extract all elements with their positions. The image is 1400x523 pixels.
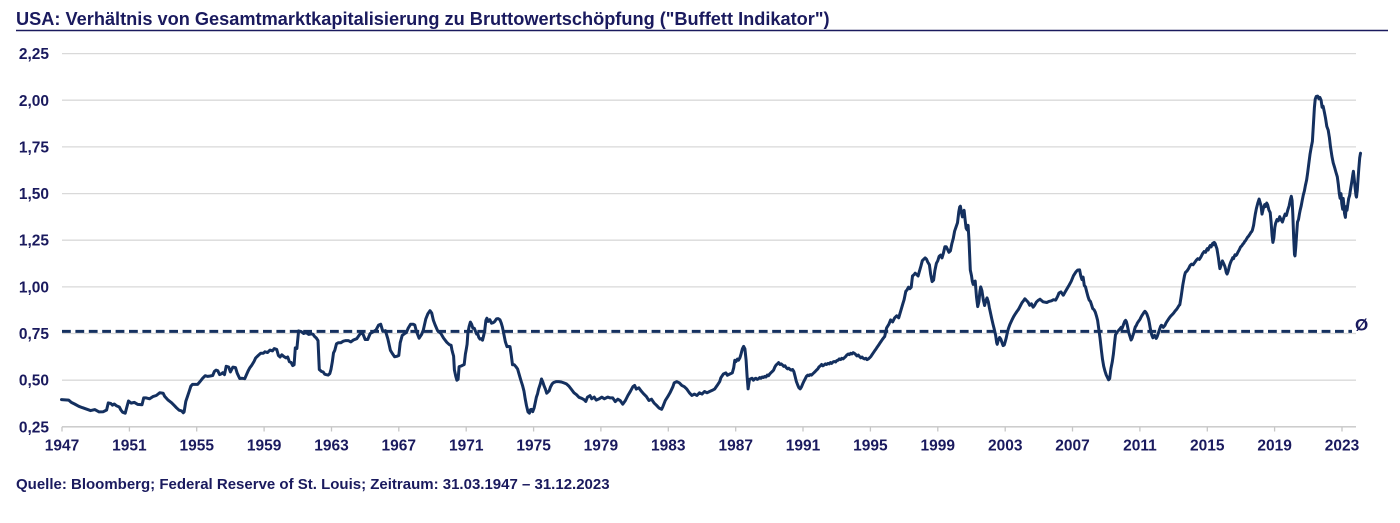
svg-text:Quelle: Bloomberg; Federal Res: Quelle: Bloomberg; Federal Reserve of St… — [16, 476, 610, 493]
svg-text:2,00: 2,00 — [19, 93, 49, 110]
svg-text:1,75: 1,75 — [19, 139, 50, 156]
svg-text:1955: 1955 — [179, 438, 214, 455]
svg-text:1963: 1963 — [314, 438, 349, 455]
svg-text:0,75: 0,75 — [19, 326, 50, 343]
svg-text:1999: 1999 — [921, 438, 956, 455]
svg-text:1987: 1987 — [718, 438, 752, 455]
svg-text:1959: 1959 — [247, 438, 282, 455]
svg-text:2007: 2007 — [1055, 438, 1089, 455]
svg-text:1971: 1971 — [449, 438, 484, 455]
svg-text:1,25: 1,25 — [19, 233, 50, 250]
svg-text:1983: 1983 — [651, 438, 686, 455]
svg-text:0,25: 0,25 — [19, 419, 50, 436]
svg-text:1979: 1979 — [584, 438, 619, 455]
svg-text:1951: 1951 — [112, 438, 147, 455]
svg-text:Ø: Ø — [1355, 316, 1368, 335]
svg-text:1967: 1967 — [382, 438, 416, 455]
svg-text:1991: 1991 — [786, 438, 821, 455]
svg-text:1,00: 1,00 — [19, 279, 49, 296]
svg-text:2023: 2023 — [1325, 438, 1360, 455]
svg-text:1,50: 1,50 — [19, 186, 49, 203]
svg-text:2015: 2015 — [1190, 438, 1225, 455]
svg-text:2019: 2019 — [1257, 438, 1292, 455]
svg-text:1995: 1995 — [853, 438, 888, 455]
svg-text:2,25: 2,25 — [19, 46, 50, 63]
svg-text:1975: 1975 — [516, 438, 551, 455]
svg-text:0,50: 0,50 — [19, 373, 49, 390]
svg-text:2003: 2003 — [988, 438, 1023, 455]
svg-text:1947: 1947 — [45, 438, 79, 455]
svg-text:USA: Verhältnis von Gesamtmark: USA: Verhältnis von Gesamtmarktkapitalis… — [16, 9, 830, 29]
svg-text:2011: 2011 — [1123, 438, 1157, 455]
